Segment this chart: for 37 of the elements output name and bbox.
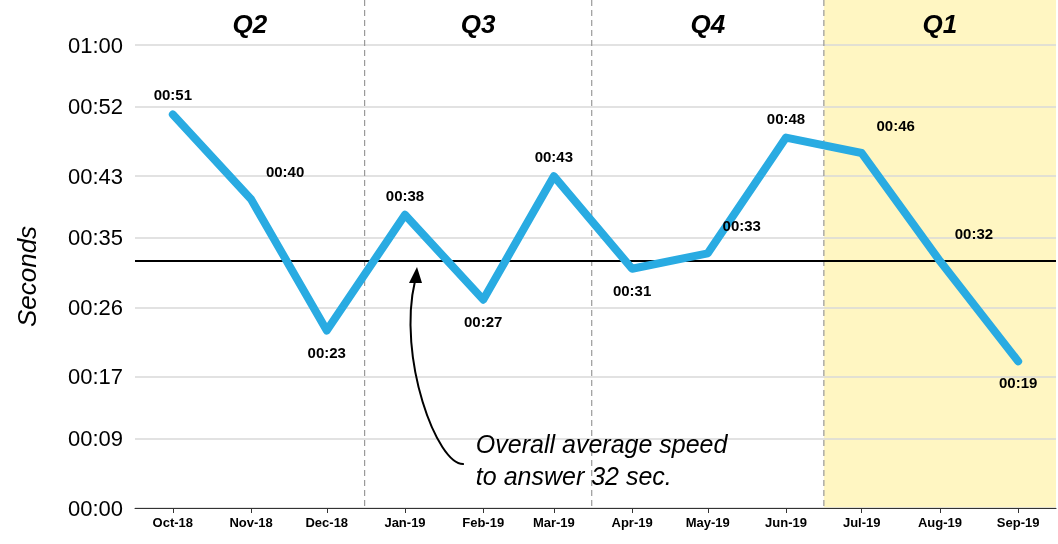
- x-tick-label: Apr-19: [611, 515, 653, 530]
- data-label: 00:32: [954, 225, 994, 243]
- band-label: Q1: [922, 9, 958, 39]
- data-label: 00:48: [766, 109, 806, 127]
- y-tick-label: 00:00: [67, 495, 123, 521]
- y-tick-label: 00:26: [67, 294, 123, 320]
- y-tick-label: 00:17: [67, 364, 123, 390]
- text: Q4: [690, 9, 726, 39]
- x-tick-label: May-19: [685, 515, 730, 530]
- x-tick-label: Dec-18: [305, 515, 349, 530]
- x-tick-label: Jun-19: [765, 515, 807, 530]
- data-label: 00:38: [385, 186, 425, 204]
- data-label: 00:40: [265, 163, 305, 181]
- y-tick-label: 00:43: [67, 163, 123, 189]
- x-tick-label: Jul-19: [842, 515, 881, 530]
- y-tick-label: 00:52: [67, 94, 123, 120]
- data-label: 00:23: [307, 343, 346, 361]
- x-tick-label: Aug-19: [917, 515, 962, 530]
- data-label: 00:43: [534, 148, 574, 166]
- data-label: 00:19: [998, 374, 1038, 392]
- y-tick-label: 00:09: [67, 426, 123, 452]
- x-tick-label: Oct-18: [152, 515, 194, 530]
- y-tick-label: 01:00: [67, 32, 123, 58]
- x-tick-label: Feb-19: [462, 515, 505, 530]
- x-tick-label: Sep-19: [996, 515, 1040, 530]
- x-tick-label: Mar-19: [532, 515, 575, 530]
- data-label: 00:46: [876, 117, 915, 135]
- y-axis-title: Seconds: [12, 225, 42, 328]
- y-tick-label: 00:35: [67, 225, 123, 251]
- text: Q2: [232, 9, 268, 39]
- data-label: 00:51: [153, 86, 193, 104]
- data-label: 00:27: [464, 312, 503, 330]
- x-tick-label: Jan-19: [384, 515, 426, 530]
- data-label: 00:31: [612, 281, 652, 299]
- text: Q3: [460, 9, 497, 39]
- annotation: Overall average speed to answer 32 sec.: [475, 430, 735, 490]
- x-tick-label: Nov-18: [229, 515, 273, 530]
